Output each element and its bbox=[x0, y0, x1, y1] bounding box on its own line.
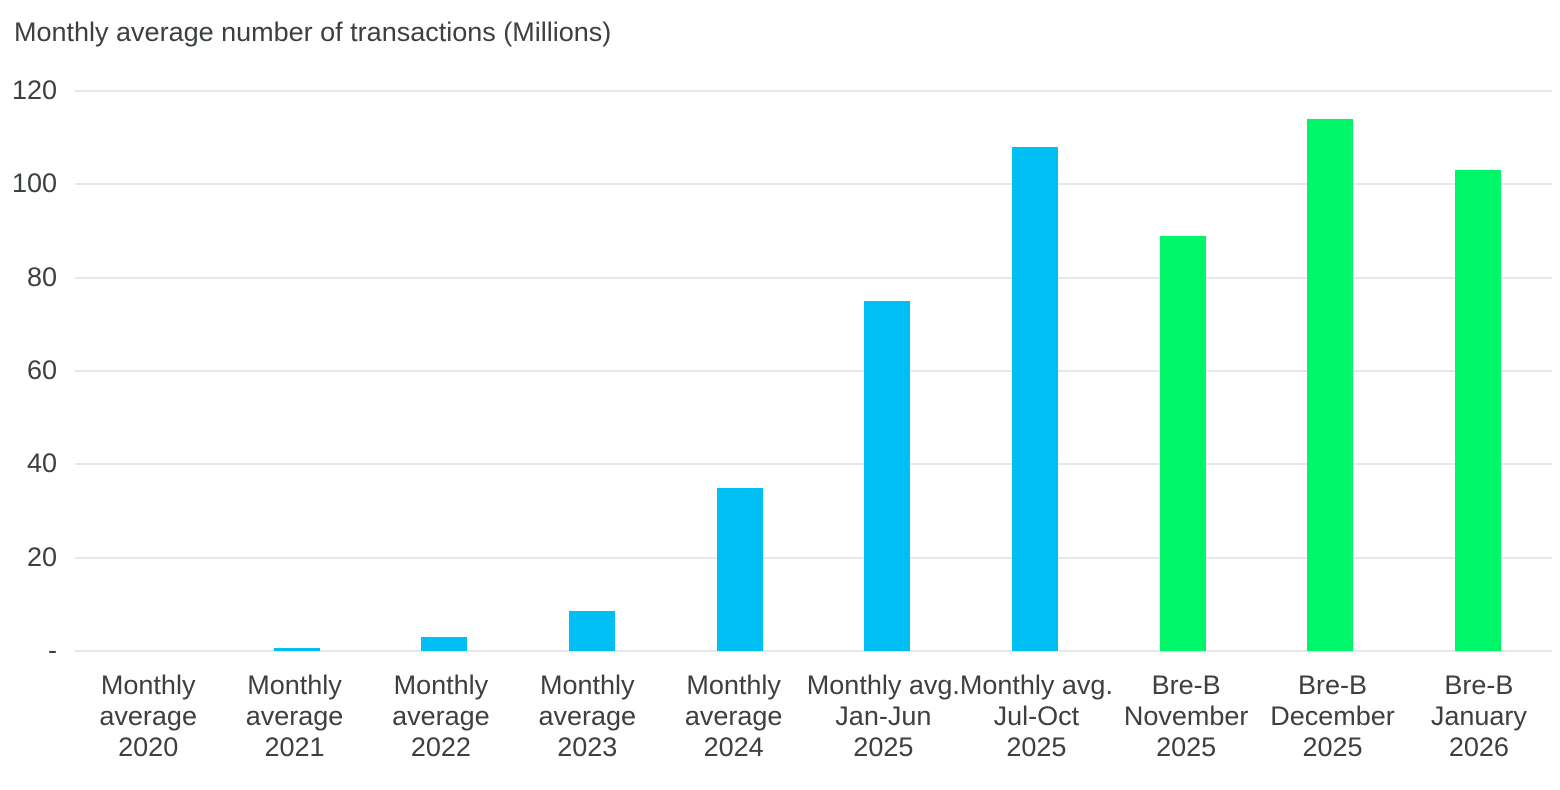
x-category-label-monthly-average-2023: Monthly average 2023 bbox=[538, 670, 637, 762]
y-tick-label-100: 100 bbox=[11, 168, 57, 199]
x-category-label-monthly-average-2024: Monthly average 2024 bbox=[684, 670, 783, 762]
bar-slot-monthly-average-2020 bbox=[75, 91, 223, 651]
bar-bre-b-december-2025 bbox=[1307, 119, 1354, 651]
bar-slot-bre-b-november-2025 bbox=[1109, 91, 1257, 651]
x-category-label-monthly-average-2022: Monthly average 2022 bbox=[392, 670, 490, 762]
bar-slot-monthly-average-2021 bbox=[223, 91, 371, 651]
y-axis: - 20 40 60 80 100 120 bbox=[0, 77, 57, 664]
gridline-80 bbox=[75, 276, 1552, 279]
y-tick-label-20: 20 bbox=[26, 541, 57, 572]
x-category-label-bre-b-december-2025: Bre-B December 2025 bbox=[1270, 670, 1395, 762]
y-tick-label-40: 40 bbox=[26, 448, 57, 479]
x-category-label-bre-b-january-2026: Bre-B January 2026 bbox=[1430, 670, 1527, 762]
gridline-100 bbox=[75, 183, 1552, 186]
gridline-40 bbox=[75, 463, 1552, 466]
gridline-0 bbox=[75, 650, 1552, 652]
bar-bre-b-january-2026 bbox=[1455, 170, 1502, 651]
bars-row bbox=[75, 91, 1552, 651]
y-tick-label-0: - bbox=[48, 635, 57, 665]
gridline-120 bbox=[75, 90, 1552, 92]
bar-slot-bre-b-january-2026 bbox=[1404, 91, 1552, 651]
bar-monthly-average-2022 bbox=[421, 637, 468, 651]
y-tick-label-120: 120 bbox=[11, 75, 57, 105]
x-axis: Monthly average 2020 Monthly average 2021… bbox=[75, 670, 1552, 763]
x-category-label-monthly-avg-jan-jun-2025: Monthly avg. Jan-Jun 2025 bbox=[806, 670, 960, 762]
x-category-label-monthly-avg-jul-oct-2025: Monthly avg. Jul-Oct 2025 bbox=[959, 670, 1113, 762]
x-category-label-bre-b-november-2025: Bre-B November 2025 bbox=[1123, 670, 1249, 762]
gridline-20 bbox=[75, 556, 1552, 559]
bar-monthly-avg-jul-oct-2025 bbox=[1012, 147, 1059, 651]
bar-slot-monthly-avg-jan-jun-2025 bbox=[814, 91, 962, 651]
plot-area bbox=[75, 90, 1552, 652]
bar-slot-monthly-avg-jul-oct-2025 bbox=[961, 91, 1109, 651]
bar-slot-monthly-average-2022 bbox=[370, 91, 518, 651]
chart-title: Monthly average number of transactions (… bbox=[14, 17, 612, 47]
gridline-60 bbox=[75, 370, 1552, 372]
bar-monthly-average-2021 bbox=[273, 648, 320, 651]
bar-slot-monthly-average-2024 bbox=[666, 91, 814, 651]
bar-bre-b-november-2025 bbox=[1159, 235, 1206, 651]
bar-monthly-average-2024 bbox=[716, 487, 763, 651]
x-category-label-monthly-average-2021: Monthly average 2021 bbox=[245, 670, 344, 762]
bar-slot-bre-b-december-2025 bbox=[1257, 91, 1405, 651]
y-tick-label-60: 60 bbox=[26, 355, 57, 385]
bar-monthly-avg-jan-jun-2025 bbox=[864, 301, 911, 651]
bar-slot-monthly-average-2023 bbox=[518, 91, 666, 651]
x-category-label-monthly-average-2020: Monthly average 2020 bbox=[99, 670, 197, 762]
bar-monthly-average-2023 bbox=[568, 611, 615, 651]
y-tick-label-80: 80 bbox=[26, 261, 57, 292]
